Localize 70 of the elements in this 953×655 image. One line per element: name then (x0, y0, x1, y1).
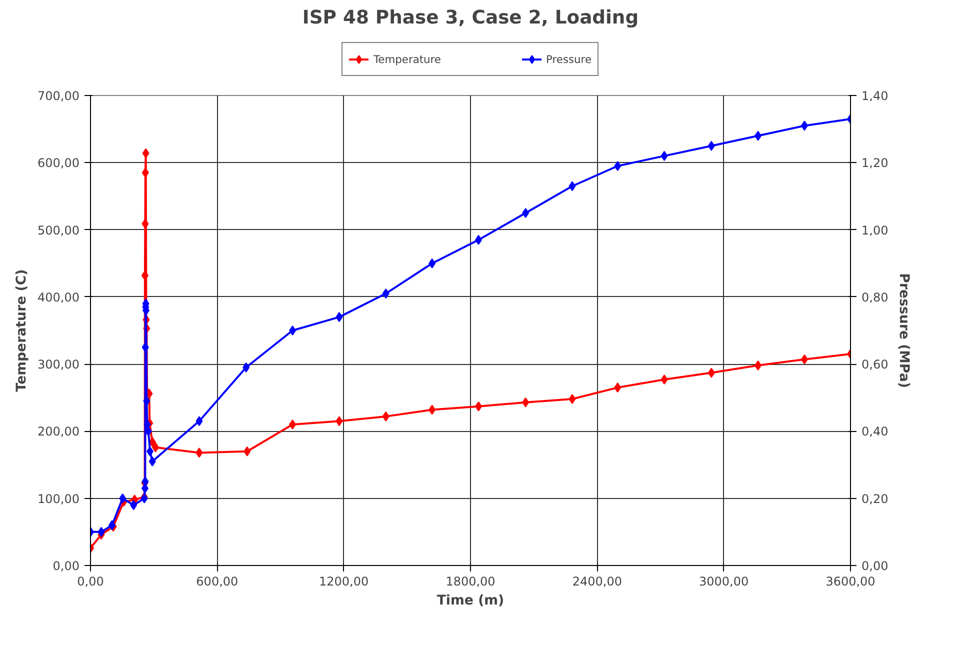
point (475, 401, 482, 412)
y2-tick-label: 0,00 (862, 559, 888, 573)
point (800, 354, 808, 364)
x-tick-label: 2400,00 (572, 574, 622, 588)
point (660, 374, 668, 385)
y2-axis-title: Pressure (MPa) (896, 273, 912, 388)
y-tick-label: 500,00 (38, 223, 80, 238)
y-tick-label: 100,00 (38, 492, 80, 506)
y2-tick-label: 0,60 (862, 358, 888, 372)
point (428, 404, 436, 415)
y-tick-label: 0,00 (52, 559, 80, 573)
point (148, 456, 156, 466)
point (336, 416, 343, 426)
x-tick-label: 1200,00 (319, 574, 369, 588)
point (142, 342, 149, 352)
x-tick-label: 0,00 (77, 574, 104, 588)
x-tick-label: 3600,00 (826, 574, 876, 588)
point (428, 258, 436, 268)
point (196, 448, 203, 458)
point (130, 500, 138, 510)
point (708, 368, 715, 378)
x-tick-label: 1800,00 (446, 574, 496, 588)
y2-tick-label: 0,80 (862, 290, 888, 304)
legend-label: Pressure (546, 52, 592, 66)
legend-label: Temperature (373, 52, 441, 66)
point (336, 312, 343, 322)
point (614, 382, 622, 393)
point (660, 150, 668, 161)
y2-tick-label: 0,20 (862, 492, 888, 506)
y-tick-label: 700,00 (38, 89, 80, 103)
point (708, 140, 715, 151)
point (146, 446, 154, 456)
point (142, 168, 149, 178)
x-axis-title: Time (m) (436, 594, 504, 608)
point (382, 411, 390, 422)
y-tick-label: 200,00 (38, 424, 80, 439)
point (143, 396, 150, 406)
point (522, 208, 530, 218)
x-tick-label: 600,00 (196, 574, 238, 588)
point (568, 394, 576, 404)
point (141, 270, 148, 280)
point (98, 526, 105, 537)
point (568, 181, 576, 192)
point (614, 161, 622, 171)
point (382, 288, 390, 299)
chart-title: ISP 48 Phase 3, Case 2, Loading (302, 8, 639, 28)
point (800, 120, 808, 131)
point (522, 397, 530, 408)
y-axis-title: Temperature (C) (14, 269, 30, 392)
x-tick-label: 3000,00 (699, 574, 749, 588)
point (152, 442, 160, 452)
point (475, 234, 482, 245)
y2-tick-label: 1,40 (862, 89, 888, 103)
y2-tick-label: 1,20 (862, 156, 888, 170)
y-tick-label: 600,00 (38, 156, 80, 170)
point (244, 446, 251, 456)
y2-tick-label: 0,40 (862, 424, 888, 439)
y-tick-label: 400,00 (38, 290, 80, 304)
point (144, 426, 152, 436)
point (142, 218, 149, 229)
y-tick-label: 300,00 (38, 358, 80, 372)
point (754, 360, 762, 370)
point (242, 362, 250, 372)
point (196, 416, 203, 426)
y2-tick-label: 1,00 (862, 223, 888, 238)
point (754, 130, 762, 141)
point (289, 326, 296, 336)
point (119, 493, 126, 504)
point (289, 420, 296, 430)
point (142, 148, 150, 158)
